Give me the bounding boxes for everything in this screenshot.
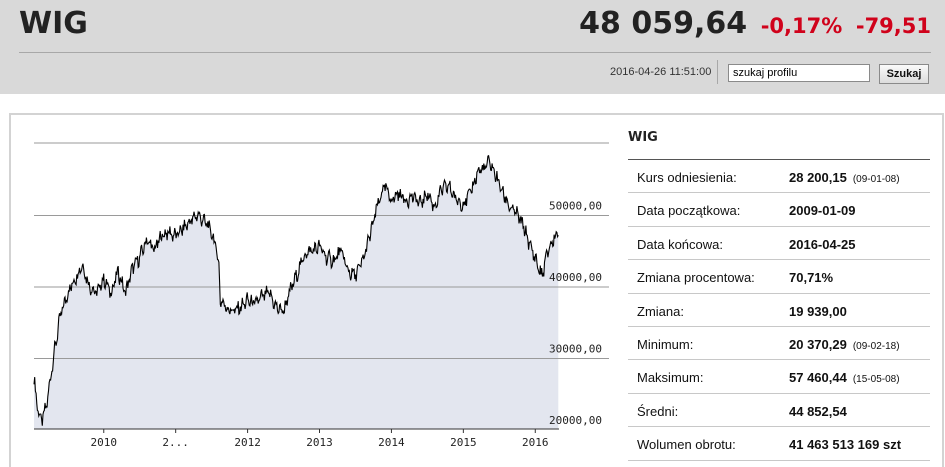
stats-label: Kurs odniesienia: xyxy=(637,170,737,185)
chart-series-line xyxy=(33,154,559,426)
stats-value: 2009-01-09 xyxy=(789,203,862,218)
stats-date: (15-05-08) xyxy=(852,374,900,386)
stats-title: WIG xyxy=(628,130,930,160)
stats-value: 70,71% xyxy=(789,270,839,285)
search-input[interactable] xyxy=(728,64,870,82)
y-tick-label: 30000,00 xyxy=(549,343,602,356)
stats-value-text: 2016-04-25 xyxy=(789,236,856,252)
stats-row: Wolumen obrotu: 41 463 513 169 szt xyxy=(628,427,930,461)
stats-label: Data początkowa: xyxy=(637,203,741,219)
stats-value-text: 57 460,44 xyxy=(789,370,847,386)
stats-value-text: 41 463 513 169 szt xyxy=(789,437,902,453)
header-bar: WIG 48 059,64 -0,17% -79,51 2016-04-26 1… xyxy=(0,0,945,94)
x-tick-label: 2014 xyxy=(378,436,405,449)
current-price: 48 059,64 xyxy=(579,6,748,41)
stats-label: Data końcowa: xyxy=(637,236,723,252)
stats-value-text: 44 852,54 xyxy=(789,403,847,419)
stats-table: WIG Kurs odniesienia: 28 200,15 (09-01-08)… xyxy=(628,130,930,461)
stats-label: Zmiana procentowa: xyxy=(637,270,755,286)
stats-value: 19 939,00 xyxy=(789,304,853,319)
header-divider xyxy=(19,52,931,53)
stats-value-text: 28 200,15 xyxy=(789,170,847,185)
stats-label: Minimum: xyxy=(637,336,694,352)
price-chart: 20000,00 30000,00 40000,00 50000,00 2010 2...… xyxy=(33,142,609,449)
stats-row: Data początkowa: 2009-01-09 xyxy=(628,193,930,227)
chart-area-fill xyxy=(34,155,559,429)
timestamp-divider xyxy=(717,60,718,84)
timestamp: 2016-04-26 11:51:00 xyxy=(610,66,712,78)
stats-rows: Kurs odniesienia: 28 200,15 (09-01-08) Data… xyxy=(628,160,930,461)
stats-value-text: 19 939,00 xyxy=(789,303,847,319)
y-tick-label: 20000,00 xyxy=(549,414,602,427)
stats-label: Średni: xyxy=(637,403,679,419)
stats-value-text: 20 370,29 xyxy=(789,336,847,352)
stats-row: Kurs odniesienia: 28 200,15 (09-01-08) xyxy=(628,160,930,194)
search-button[interactable]: Szukaj xyxy=(879,64,929,84)
x-tick-label: 2010 xyxy=(91,436,118,449)
stats-date: (09-01-08) xyxy=(852,174,900,185)
stats-value-text: 70,71% xyxy=(789,270,834,286)
stats-row: Minimum: 20 370,29 (09-02-18) xyxy=(628,327,930,361)
stats-value: 20 370,29 (09-02-18) xyxy=(789,337,900,352)
stats-row: Zmiana procentowa: 70,71% xyxy=(628,260,930,294)
stats-label: Wolumen obrotu: xyxy=(637,437,736,453)
stats-label: Zmiana: xyxy=(637,303,684,319)
stats-date: (09-02-18) xyxy=(852,340,900,352)
stats-row: Data końcowa: 2016-04-25 xyxy=(628,227,930,261)
y-tick-label: 40000,00 xyxy=(549,271,602,284)
y-tick-label: 50000,00 xyxy=(549,200,602,213)
index-title: WIG xyxy=(19,6,88,41)
x-tick-label: 2015 xyxy=(450,436,477,449)
stats-value: 57 460,44 (15-05-08) xyxy=(789,370,900,385)
stats-row: Zmiana: 19 939,00 xyxy=(628,294,930,327)
stats-row: Średni: 44 852,54 xyxy=(628,394,930,428)
stats-value: 44 852,54 xyxy=(789,404,853,419)
x-tick-label: 2... xyxy=(162,436,189,449)
x-tick-label: 2012 xyxy=(234,436,261,449)
stats-label: Maksimum: xyxy=(637,370,704,386)
stats-value: 41 463 513 169 szt xyxy=(789,437,907,452)
stats-value: 28 200,15 (09-01-08) xyxy=(789,170,900,185)
x-tick-label: 2013 xyxy=(306,436,333,449)
stats-value-text: 2009-01-09 xyxy=(789,203,856,219)
stats-row: Maksimum: 57 460,44 (15-05-08) xyxy=(628,360,930,394)
quote: 48 059,64 -0,17% -79,51 xyxy=(579,6,931,41)
change-absolute: -79,51 xyxy=(855,14,931,38)
change-percent: -0,17% xyxy=(760,14,843,38)
stats-value: 2016-04-25 xyxy=(789,237,862,252)
content-panel xyxy=(9,113,944,467)
x-tick-label: 2016 xyxy=(522,436,549,449)
